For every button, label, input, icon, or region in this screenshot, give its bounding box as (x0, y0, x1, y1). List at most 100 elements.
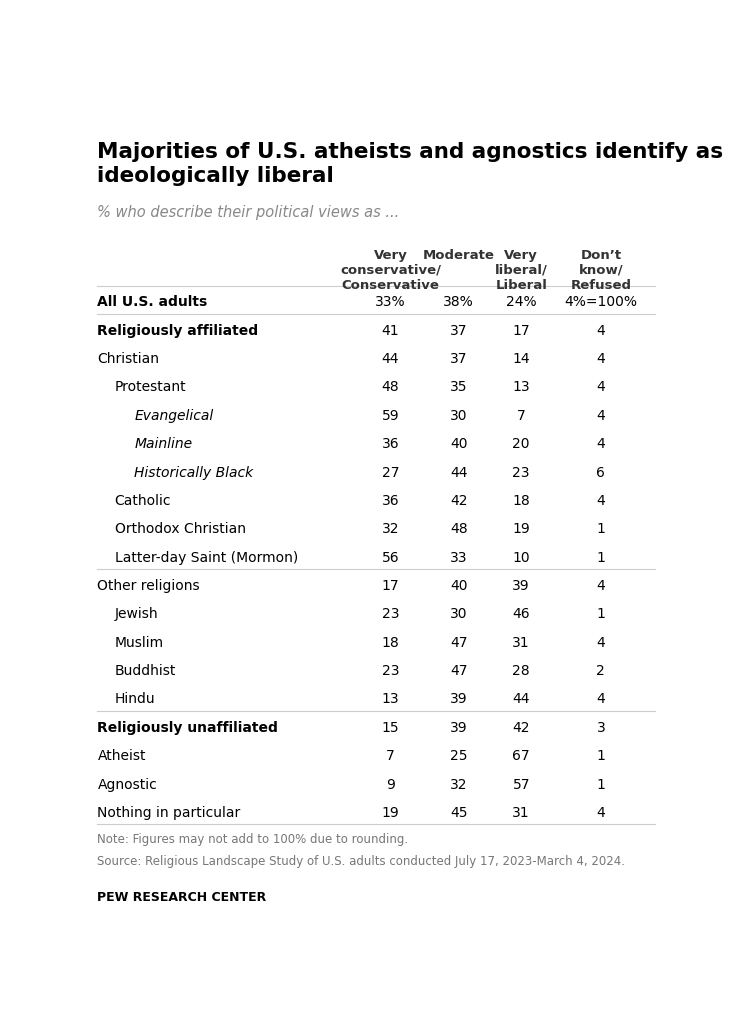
Text: 4: 4 (597, 579, 606, 593)
Text: 40: 40 (450, 579, 468, 593)
Text: 42: 42 (512, 721, 530, 735)
Text: 1: 1 (597, 523, 606, 536)
Text: Orthodox Christian: Orthodox Christian (115, 523, 245, 536)
Text: 40: 40 (450, 437, 468, 451)
Text: 30: 30 (450, 409, 468, 422)
Text: 38%: 38% (443, 296, 474, 309)
Text: 25: 25 (450, 749, 468, 763)
Text: 67: 67 (512, 749, 530, 763)
Text: 17: 17 (512, 323, 530, 338)
Text: 46: 46 (512, 608, 530, 621)
Text: 4: 4 (597, 409, 606, 422)
Text: 3: 3 (597, 721, 606, 735)
Text: 1: 1 (597, 550, 606, 565)
Text: Atheist: Atheist (98, 749, 146, 763)
Text: 4%=100%: 4%=100% (564, 296, 637, 309)
Text: 27: 27 (382, 465, 399, 480)
Text: 4: 4 (597, 381, 606, 395)
Text: Nothing in particular: Nothing in particular (98, 806, 241, 820)
Text: 36: 36 (382, 494, 399, 508)
Text: 7: 7 (517, 409, 526, 422)
Text: 10: 10 (512, 550, 530, 565)
Text: Mainline: Mainline (134, 437, 192, 451)
Text: 9: 9 (386, 777, 395, 792)
Text: Catholic: Catholic (115, 494, 171, 508)
Text: Christian: Christian (98, 352, 159, 366)
Text: Majorities of U.S. atheists and agnostics identify as
ideologically liberal: Majorities of U.S. atheists and agnostic… (98, 142, 724, 186)
Text: Don’t
know/
Refused: Don’t know/ Refused (570, 249, 631, 292)
Text: 4: 4 (597, 806, 606, 820)
Text: 23: 23 (382, 664, 399, 678)
Text: 32: 32 (382, 523, 399, 536)
Text: 4: 4 (597, 494, 606, 508)
Text: 1: 1 (597, 608, 606, 621)
Text: 41: 41 (382, 323, 399, 338)
Text: 23: 23 (512, 465, 530, 480)
Text: Other religions: Other religions (98, 579, 200, 593)
Text: 18: 18 (512, 494, 530, 508)
Text: 20: 20 (512, 437, 530, 451)
Text: 28: 28 (512, 664, 530, 678)
Text: 30: 30 (450, 608, 468, 621)
Text: 13: 13 (382, 693, 399, 707)
Text: 56: 56 (382, 550, 399, 565)
Text: 33%: 33% (375, 296, 406, 309)
Text: 4: 4 (597, 635, 606, 650)
Text: 31: 31 (512, 806, 530, 820)
Text: Very
liberal/
Liberal: Very liberal/ Liberal (495, 249, 548, 292)
Text: 39: 39 (450, 693, 468, 707)
Text: Muslim: Muslim (115, 635, 164, 650)
Text: 24%: 24% (506, 296, 537, 309)
Text: 4: 4 (597, 323, 606, 338)
Text: 4: 4 (597, 437, 606, 451)
Text: 48: 48 (450, 523, 468, 536)
Text: Protestant: Protestant (115, 381, 186, 395)
Text: 47: 47 (450, 664, 468, 678)
Text: Moderate: Moderate (423, 249, 495, 262)
Text: 44: 44 (512, 693, 530, 707)
Text: Jewish: Jewish (115, 608, 158, 621)
Text: 42: 42 (450, 494, 468, 508)
Text: 17: 17 (382, 579, 399, 593)
Text: 47: 47 (450, 635, 468, 650)
Text: 35: 35 (450, 381, 468, 395)
Text: 4: 4 (597, 352, 606, 366)
Text: 19: 19 (512, 523, 530, 536)
Text: 44: 44 (450, 465, 468, 480)
Text: Agnostic: Agnostic (98, 777, 157, 792)
Text: 6: 6 (597, 465, 606, 480)
Text: 48: 48 (382, 381, 399, 395)
Text: Very
conservative/
Conservative: Very conservative/ Conservative (340, 249, 441, 292)
Text: 57: 57 (512, 777, 530, 792)
Text: PEW RESEARCH CENTER: PEW RESEARCH CENTER (98, 891, 266, 904)
Text: 15: 15 (382, 721, 399, 735)
Text: 19: 19 (382, 806, 399, 820)
Text: 44: 44 (382, 352, 399, 366)
Text: Hindu: Hindu (115, 693, 155, 707)
Text: 2: 2 (597, 664, 606, 678)
Text: Note: Figures may not add to 100% due to rounding.: Note: Figures may not add to 100% due to… (98, 834, 409, 846)
Text: 39: 39 (450, 721, 468, 735)
Text: All U.S. adults: All U.S. adults (98, 296, 208, 309)
Text: Religiously affiliated: Religiously affiliated (98, 323, 258, 338)
Text: Buddhist: Buddhist (115, 664, 176, 678)
Text: 36: 36 (382, 437, 399, 451)
Text: Historically Black: Historically Black (134, 465, 253, 480)
Text: 39: 39 (512, 579, 530, 593)
Text: 7: 7 (386, 749, 395, 763)
Text: Source: Religious Landscape Study of U.S. adults conducted July 17, 2023-March 4: Source: Religious Landscape Study of U.S… (98, 855, 625, 869)
Text: 45: 45 (450, 806, 468, 820)
Text: Religiously unaffiliated: Religiously unaffiliated (98, 721, 278, 735)
Text: 4: 4 (597, 693, 606, 707)
Text: 37: 37 (450, 323, 468, 338)
Text: 1: 1 (597, 749, 606, 763)
Text: 1: 1 (597, 777, 606, 792)
Text: Evangelical: Evangelical (134, 409, 214, 422)
Text: 37: 37 (450, 352, 468, 366)
Text: 14: 14 (512, 352, 530, 366)
Text: 33: 33 (450, 550, 468, 565)
Text: 31: 31 (512, 635, 530, 650)
Text: 18: 18 (382, 635, 399, 650)
Text: 59: 59 (382, 409, 399, 422)
Text: 32: 32 (450, 777, 468, 792)
